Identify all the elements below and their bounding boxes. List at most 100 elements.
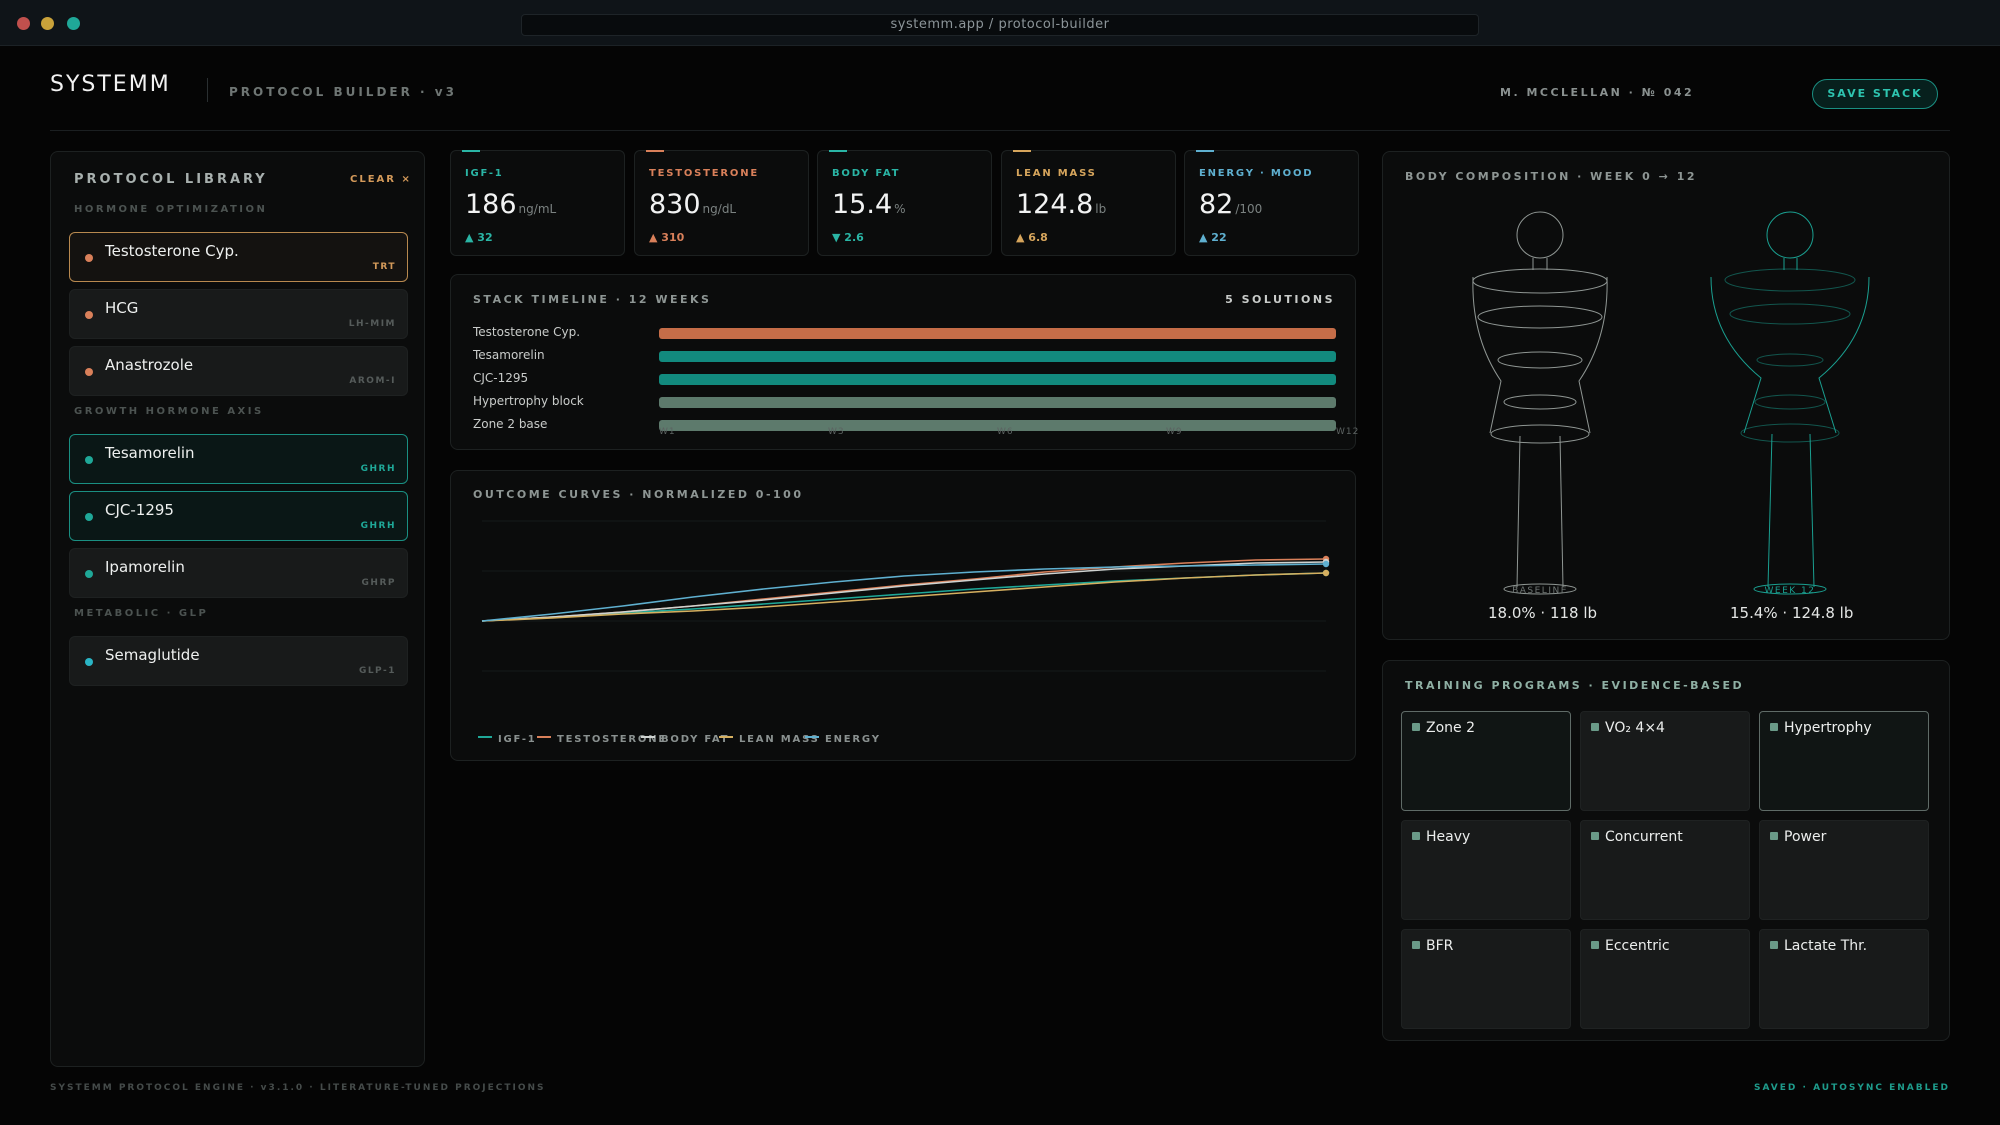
program-marker-icon bbox=[1770, 832, 1778, 840]
minimize-window-button[interactable] bbox=[41, 17, 54, 30]
maximize-window-button[interactable] bbox=[67, 17, 80, 30]
program-tile-zone-2[interactable]: Zone 2 bbox=[1401, 711, 1571, 811]
library-item-tag: GHRP bbox=[361, 578, 396, 588]
series-line-lean-mass bbox=[481, 572, 1327, 622]
program-name: Zone 2 bbox=[1426, 720, 1475, 736]
program-tile-eccentric[interactable]: Eccentric bbox=[1580, 929, 1750, 1029]
library-item-ipamorelin[interactable]: Ipamorelin GHRP bbox=[69, 548, 408, 598]
legend-item[interactable]: ENERGY bbox=[805, 734, 881, 745]
week12-figure-icon bbox=[1710, 211, 1870, 595]
outcomes-title: OUTCOME CURVES · NORMALIZED 0-100 bbox=[473, 488, 804, 501]
metric-unit: % bbox=[894, 202, 906, 216]
library-item-anastrozole[interactable]: Anastrozole AROM-I bbox=[69, 346, 408, 396]
library-item-tesamorelin[interactable]: Tesamorelin GHRH bbox=[69, 434, 408, 484]
timeline-bar[interactable] bbox=[659, 397, 1336, 408]
program-tile-vo-4-4[interactable]: VO₂ 4×4 bbox=[1580, 711, 1750, 811]
timeline-bar[interactable] bbox=[659, 351, 1336, 362]
user-label[interactable]: M. MCCLELLAN · № 042 bbox=[1500, 86, 1695, 99]
status-dot-icon bbox=[85, 456, 93, 464]
metric-card-energy-mood[interactable]: ENERGY · MOOD 82/100 ▲ 22 bbox=[1184, 150, 1359, 256]
header-rule bbox=[50, 130, 1950, 131]
timeline-bar[interactable] bbox=[659, 374, 1336, 385]
program-tile-concurrent[interactable]: Concurrent bbox=[1580, 820, 1750, 920]
program-name: Hypertrophy bbox=[1784, 720, 1872, 736]
legend-swatch bbox=[805, 736, 819, 738]
timeline-bar[interactable] bbox=[659, 420, 1336, 431]
app-logo[interactable]: SYSTEMM bbox=[50, 72, 171, 97]
metric-label: IGF-1 bbox=[465, 168, 504, 179]
timeline-row-label: Zone 2 base bbox=[473, 417, 548, 431]
legend-item[interactable]: LEAN MASS bbox=[719, 734, 820, 745]
metric-accent-bar bbox=[829, 150, 847, 152]
series-line-energy bbox=[481, 563, 1327, 622]
library-title: PROTOCOL LIBRARY bbox=[74, 172, 268, 187]
program-marker-icon bbox=[1770, 941, 1778, 949]
program-tile-power[interactable]: Power bbox=[1759, 820, 1929, 920]
metric-card-igf-1[interactable]: IGF-1 186 ng/mL ▲ 32 bbox=[450, 150, 625, 256]
legend-swatch bbox=[719, 736, 733, 738]
metric-accent-bar bbox=[646, 150, 664, 152]
timeline-row-label: CJC-1295 bbox=[473, 371, 529, 385]
program-name: VO₂ 4×4 bbox=[1605, 720, 1665, 736]
save-stack-button[interactable]: SAVE STACK bbox=[1812, 79, 1938, 109]
legend-item[interactable]: BODY FAT bbox=[641, 734, 729, 745]
library-item-tag: TRT bbox=[372, 262, 396, 272]
library-item-name: Anastrozole bbox=[105, 356, 194, 374]
baseline-label: BASELINE bbox=[1512, 586, 1568, 596]
program-marker-icon bbox=[1412, 941, 1420, 949]
metric-value: 82 bbox=[1199, 189, 1234, 220]
timeline-bar[interactable] bbox=[659, 328, 1336, 339]
program-tile-hypertrophy[interactable]: Hypertrophy bbox=[1759, 711, 1929, 811]
training-programs-panel: TRAINING PROGRAMS · EVIDENCE-BASED Zone … bbox=[1382, 660, 1950, 1041]
program-tile-lactate-thr[interactable]: Lactate Thr. bbox=[1759, 929, 1929, 1029]
library-item-testosterone-cyp[interactable]: Testosterone Cyp. TRT bbox=[69, 232, 408, 282]
legend-label: IGF-1 bbox=[498, 734, 537, 745]
metric-accent-bar bbox=[1196, 150, 1214, 152]
close-window-button[interactable] bbox=[17, 17, 30, 30]
week12-caption: 15.4% · 124.8 lb bbox=[1730, 604, 1854, 622]
program-name: BFR bbox=[1426, 938, 1454, 954]
timeline-tick-label: W9 bbox=[1166, 427, 1183, 437]
metric-card-body-fat[interactable]: BODY FAT 15.4% ▼ 2.6 bbox=[817, 150, 992, 256]
program-name: Power bbox=[1784, 829, 1827, 845]
program-marker-icon bbox=[1591, 832, 1599, 840]
series-endpoint bbox=[1322, 569, 1330, 577]
metric-label: TESTOSTERONE bbox=[649, 168, 760, 179]
legend-item[interactable]: IGF-1 bbox=[478, 734, 537, 745]
program-tile-heavy[interactable]: Heavy bbox=[1401, 820, 1571, 920]
legend-label: BODY FAT bbox=[661, 734, 730, 745]
metric-card-lean-mass[interactable]: LEAN MASS 124.8 lb ▲ 6.8 bbox=[1001, 150, 1176, 256]
header-divider bbox=[207, 78, 208, 102]
library-item-name: Tesamorelin bbox=[105, 444, 195, 462]
timeline-tick-label: W12 bbox=[1336, 427, 1360, 437]
legend-swatch bbox=[641, 736, 655, 738]
status-dot-icon bbox=[85, 658, 93, 666]
metric-card-testosterone[interactable]: TESTOSTERONE 830 ng/dL ▲ 310 bbox=[634, 150, 809, 256]
clear-button[interactable]: CLEAR × bbox=[350, 174, 412, 185]
status-dot-icon bbox=[85, 368, 93, 376]
legend-item[interactable]: TESTOSTERONE bbox=[537, 734, 667, 745]
series-line-testosterone bbox=[481, 558, 1327, 622]
timeline-tick-label: W3 bbox=[828, 427, 845, 437]
library-item-semaglutide[interactable]: Semaglutide GLP-1 bbox=[69, 636, 408, 686]
outcome-chart bbox=[481, 520, 1330, 672]
metric-value-row: 82/100 bbox=[1199, 189, 1262, 220]
metric-value-row: 15.4% bbox=[832, 189, 906, 220]
program-marker-icon bbox=[1412, 832, 1420, 840]
metric-value: 830 bbox=[649, 189, 701, 220]
metric-delta: ▲ 310 bbox=[649, 231, 685, 244]
library-item-cjc-1295[interactable]: CJC-1295 GHRH bbox=[69, 491, 408, 541]
metric-value: 124.8 bbox=[1016, 189, 1094, 220]
metric-value-row: 830 ng/dL bbox=[649, 189, 736, 220]
body-silhouettes: BASELINE WEEK 12 bbox=[1472, 211, 1870, 596]
timeline-title: STACK TIMELINE · 12 WEEKS bbox=[473, 293, 712, 306]
program-name: Heavy bbox=[1426, 829, 1471, 845]
baseline-caption: 18.0% · 118 lb bbox=[1488, 604, 1598, 622]
library-item-name: Semaglutide bbox=[105, 646, 200, 664]
library-item-tag: GHRH bbox=[360, 464, 396, 474]
url-bar[interactable]: systemm.app / protocol-builder bbox=[521, 14, 1479, 36]
legend-swatch bbox=[478, 736, 492, 738]
metric-unit: lb bbox=[1095, 202, 1107, 216]
library-item-hcg[interactable]: HCG LH-MIM bbox=[69, 289, 408, 339]
program-tile-bfr[interactable]: BFR bbox=[1401, 929, 1571, 1029]
